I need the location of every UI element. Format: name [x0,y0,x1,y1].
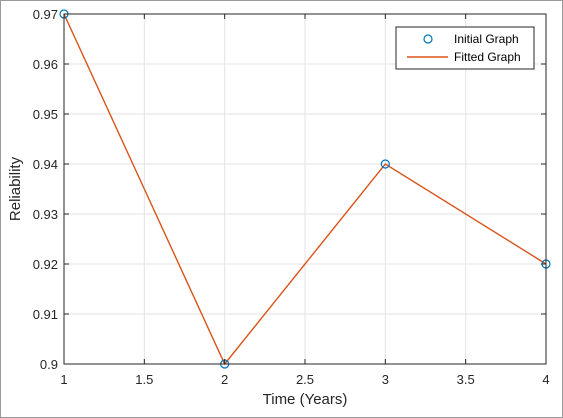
y-tick-label: 0.96 [33,57,58,72]
legend-marker-initial [423,34,433,44]
y-tick-label: 0.91 [33,307,58,322]
fitted-graph-line [63,13,547,366]
y-tick-label: 0.92 [33,257,58,272]
y-tick-label: 0.97 [33,7,58,22]
x-tick-label: 3 [382,372,389,387]
initial-graph-point [380,159,390,169]
x-axis-label: Time (Years) [263,391,348,408]
axis-ticks: 1 1.5 2 2.5 3 3.5 4 0.9 0.91 0.92 0.93 0.94 0.95 0.96… [33,7,550,387]
y-tick-label: 0.95 [33,107,58,122]
x-tick-label: 1 [60,372,67,387]
legend-box [395,26,535,70]
y-tick-label: 0.94 [33,157,58,172]
x-tick-label: 2.5 [296,372,314,387]
legend: Initial Graph Fitted Graph [395,26,535,70]
legend-label-fitted: Fitted Graph [454,50,521,64]
y-axis-label: Reliability [7,156,24,221]
x-tick-label: 1.5 [135,372,153,387]
x-tick-label: 4 [542,372,549,387]
x-tick-label: 2 [221,372,228,387]
legend-label-initial: Initial Graph [454,32,519,46]
x-tick-label: 3.5 [457,372,475,387]
y-tick-label: 0.93 [33,207,58,222]
y-tick-label: 0.9 [40,357,58,372]
